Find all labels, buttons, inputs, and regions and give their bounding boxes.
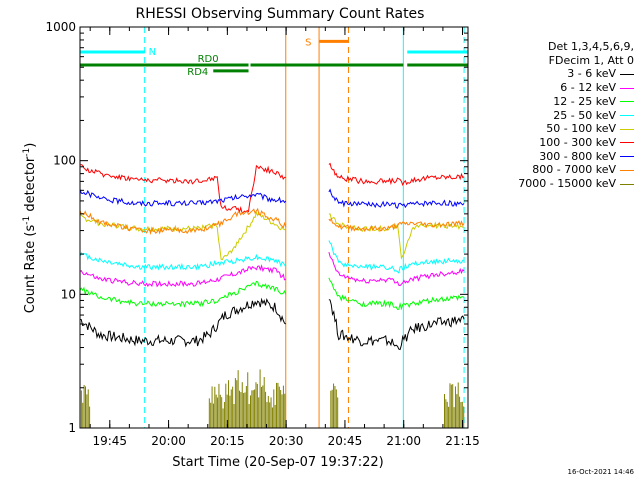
legend-entry: 800 - 7000 keV (518, 163, 634, 177)
legend-entry: 100 - 300 keV (518, 136, 634, 150)
legend-entry: 300 - 800 keV (518, 150, 634, 164)
state-overlays: N S RD0 RD4 (79, 27, 468, 428)
state-label-rd4: RD4 (187, 67, 208, 78)
x-tick-label: 20:15 (210, 434, 245, 448)
legend-swatch (620, 101, 634, 103)
series-line (328, 162, 465, 187)
legend-entry: 25 - 50 keV (518, 109, 634, 123)
x-tick-label: 21:00 (386, 434, 421, 448)
series-line (79, 251, 287, 271)
axis-ticks: 1 10 100 1000 19:45 20:00 20:15 20:30 20:45 21:00… (45, 20, 479, 448)
legend-swatch (620, 156, 634, 158)
plot-frame (79, 26, 469, 429)
x-tick-label: 20:00 (151, 434, 186, 448)
legend-swatch (620, 142, 634, 144)
legend-swatch (620, 73, 634, 75)
series-group (79, 162, 465, 428)
legend-label: 100 - 300 keV (539, 135, 616, 149)
legend-swatch (620, 115, 634, 117)
legend-entry: 12 - 25 keV (518, 95, 634, 109)
state-label-n: N (149, 47, 156, 58)
y-tick-label: 100 (53, 154, 76, 168)
series-line (79, 164, 286, 214)
series-line (328, 213, 465, 260)
series-line (328, 277, 465, 311)
series-line (79, 210, 287, 261)
series-line (79, 189, 287, 207)
legend-label: 800 - 7000 keV (532, 163, 616, 177)
legend-swatch (620, 183, 634, 185)
chart-title: RHESSI Observing Summary Count Rates (136, 6, 425, 22)
legend-swatch (620, 169, 634, 171)
legend-label: 6 - 12 keV (560, 81, 616, 95)
legend-label: 50 - 100 keV (546, 122, 616, 136)
legend-label: 12 - 25 keV (553, 94, 616, 108)
x-tick-label: 20:30 (269, 434, 304, 448)
y-tick-label: 10 (61, 287, 76, 301)
x-tick-label: 20:45 (328, 434, 363, 448)
x-tick-label: 19:45 (92, 434, 127, 448)
series-line (328, 299, 465, 351)
legend-entry: 6 - 12 keV (518, 81, 634, 95)
state-label-rd0: RD0 (198, 54, 219, 65)
series-line (79, 207, 287, 236)
series-line (328, 217, 465, 233)
legend-label: 7000 - 15000 keV (518, 177, 616, 191)
legend-entry: 50 - 100 keV (518, 122, 634, 136)
legend-swatch (620, 128, 634, 130)
legend-swatch (620, 87, 634, 89)
series-line (79, 264, 287, 288)
legend-header-line-1: Det 1,3,4,5,6,9, (547, 40, 634, 53)
x-tick-label: 21:15 (445, 434, 480, 448)
legend-entry: 3 - 6 keV (518, 67, 634, 81)
y-axis-label: Count Rate (s-1 detector-1) (22, 143, 38, 314)
series-line (328, 188, 465, 209)
series-line (79, 297, 287, 348)
chart-legend: Det 1,3,4,5,6,9, FDecim 1, Att 0 3 - 6 k… (518, 40, 634, 191)
legend-header-line-2: FDecim 1, Att 0 (548, 53, 634, 67)
series-line (79, 280, 287, 308)
series-line (328, 240, 465, 274)
series-line (328, 251, 465, 287)
y-tick-label: 1 (68, 421, 76, 435)
legend-entry: 7000 - 15000 keV (518, 177, 634, 191)
x-axis-label: Start Time (20-Sep-07 19:37:22) (172, 455, 383, 470)
y-tick-label: 1000 (45, 20, 76, 34)
legend-label: 25 - 50 keV (553, 108, 616, 122)
footer-stamp: 16-Oct-2021 14:46 (567, 468, 634, 476)
state-label-s: S (305, 37, 311, 48)
legend-label: 3 - 6 keV (567, 67, 616, 81)
legend-label: 300 - 800 keV (539, 149, 616, 163)
